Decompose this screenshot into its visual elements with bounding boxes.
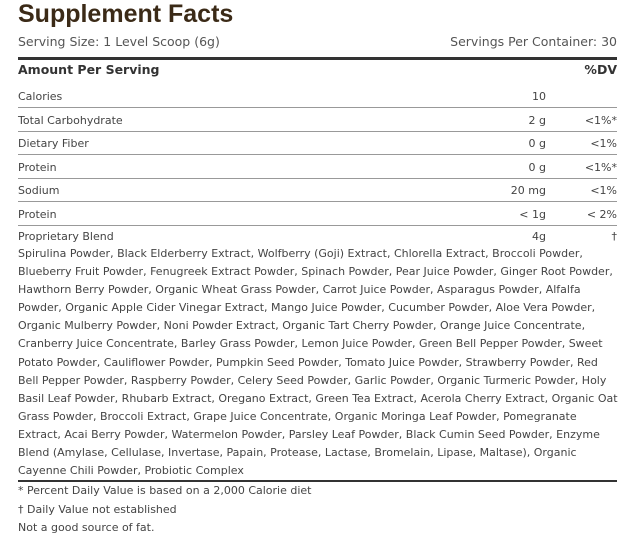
amount: 0 g [528, 160, 546, 174]
nutrient-name: Calories [18, 90, 63, 103]
nutrient-name: Protein [18, 160, 57, 174]
amount: < 1g [519, 207, 546, 221]
nutrient-name: Proprietary Blend [18, 230, 114, 243]
amount: 0 g [528, 137, 546, 150]
table-row: Calories 10 [18, 84, 617, 108]
amount: 4g [532, 230, 546, 243]
amount: 2 g [528, 113, 546, 127]
table-row: Protein 0 g <1%* [18, 155, 617, 179]
table-row: Protein < 1g < 2% [18, 202, 617, 226]
daily-value: <1%* [584, 113, 617, 127]
table-row: Sodium 20 mg <1% [18, 178, 617, 202]
nutrient-name: Protein [18, 207, 57, 221]
servings-per-container: Servings Per Container: 30 [450, 34, 617, 49]
footnote: † Daily Value not established [18, 502, 177, 516]
title: Supplement Facts [18, 0, 234, 28]
ingredients: Spirulina Powder, Black Elderberry Extra… [18, 247, 618, 478]
table-row: Total Carbohydrate 2 g <1%* [18, 108, 617, 132]
column-header: Amount Per Serving [18, 62, 160, 77]
footnote: Not a good source of fat. [18, 521, 155, 534]
column-header: %DV [584, 62, 617, 77]
divider [18, 57, 617, 60]
footnote: * Percent Daily Value is based on a 2,00… [18, 484, 312, 497]
divider [18, 480, 617, 482]
daily-value: <1% [590, 184, 617, 197]
amount: 10 [532, 90, 546, 103]
daily-value: < 2% [586, 207, 617, 221]
nutrient-name: Total Carbohydrate [18, 113, 123, 127]
amount: 20 mg [510, 184, 546, 197]
daily-value: <1% [590, 137, 617, 150]
table-row: Proprietary Blend 4g † [18, 224, 617, 247]
nutrient-name: Dietary Fiber [18, 137, 89, 150]
serving-size: Serving Size: 1 Level Scoop (6g) [18, 34, 220, 49]
daily-value: <1%* [584, 160, 617, 174]
nutrient-name: Sodium [18, 184, 60, 197]
daily-value: † [611, 230, 618, 243]
table-row: Dietary Fiber 0 g <1% [18, 131, 617, 155]
